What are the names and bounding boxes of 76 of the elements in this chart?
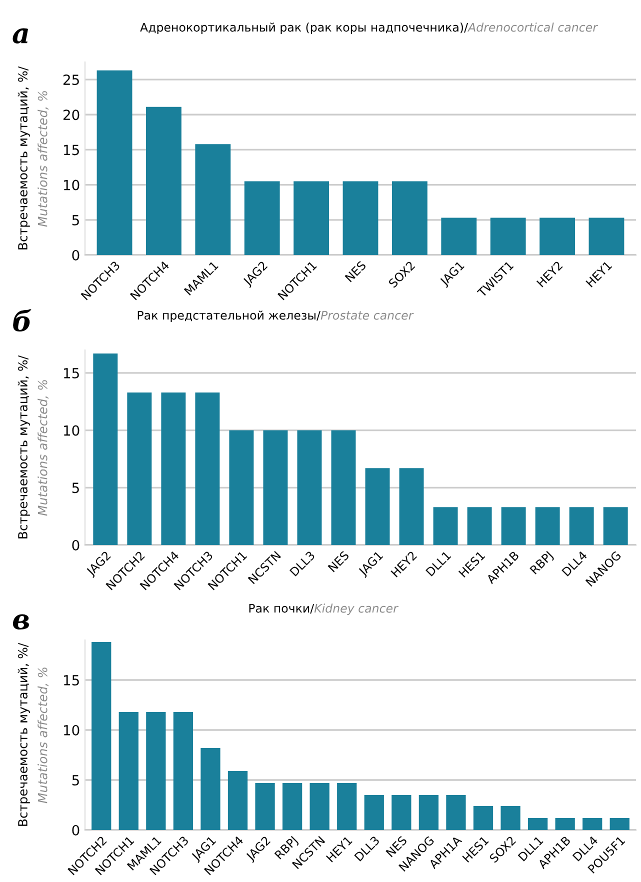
chart-subtitle: Kidney cancer [314,604,399,615]
y-axis-title: Встречаемость мутаций, %/ [18,66,30,250]
bar [582,818,602,830]
y-tick-label: 5 [72,775,79,786]
y-tick-label: 0 [72,824,80,836]
bar [310,783,330,830]
bar [365,468,390,545]
bar [127,392,152,545]
bar [473,806,494,830]
text: б [13,309,32,332]
bar [331,430,356,545]
bar [535,507,560,545]
bar [282,783,302,830]
chart-title: Рак предстательной железы/ [138,310,320,322]
text: а [12,28,28,44]
y-tick-label: 5 [72,215,79,226]
bar [441,218,477,255]
bar [294,181,330,255]
y-tick-label: 0 [72,540,80,550]
bar [610,818,630,830]
y-tick-label: 0 [72,250,80,260]
bar [392,795,412,830]
bar [93,353,118,545]
chart-title: Рак почки/ [249,604,314,614]
bar [528,818,548,830]
bar [255,783,275,830]
bar [501,507,526,545]
bar [342,181,378,255]
bar [195,392,220,545]
text: Mutations affected, % [38,91,49,227]
y-axis-title: Встречаемость мутаций, %/ [18,642,30,826]
bar [244,181,280,255]
bar [540,218,575,255]
bar [399,468,424,545]
bar [337,783,357,830]
text: Mutations affected, % [38,380,49,516]
bar [229,430,254,545]
bar [467,507,492,545]
y-tick-label: 20 [63,110,80,120]
bar [588,218,624,255]
bar [446,795,466,830]
y-tick-label: 15 [64,368,79,378]
bar [228,771,248,830]
bar [118,712,138,830]
y-tick-label: 10 [64,724,80,736]
bar [195,144,231,255]
text: Mutations affected, % [38,668,49,804]
text: в [12,614,29,630]
y-tick-label: 15 [64,144,79,156]
chart-title: Адренокортикальный рак (рак коры надпочечника)/ [140,22,468,34]
bar [146,106,182,255]
chart-subtitle: Prostate cancer [320,310,414,320]
bar [146,712,166,830]
bar [173,712,194,830]
chart-subtitle: Adrenocortical cancer [467,22,598,32]
bar [263,430,288,545]
bar [603,507,628,545]
y-tick-label: 25 [63,74,79,86]
bar [200,748,220,830]
bar [96,70,132,255]
y-tick-label: 10 [64,180,80,190]
bar [297,430,322,545]
bar [92,642,112,830]
bar [364,795,384,830]
bar [490,218,526,255]
y-tick-label: 10 [64,425,80,436]
y-axis-title: Встречаемость мутаций, %/ [18,355,30,538]
bar [418,795,439,830]
bar [569,507,594,545]
bar [392,181,428,255]
bar [500,806,520,830]
bar [161,392,186,545]
y-tick-label: 15 [64,675,79,686]
bar [555,818,575,830]
y-tick-label: 5 [72,482,79,494]
bar [433,507,458,545]
